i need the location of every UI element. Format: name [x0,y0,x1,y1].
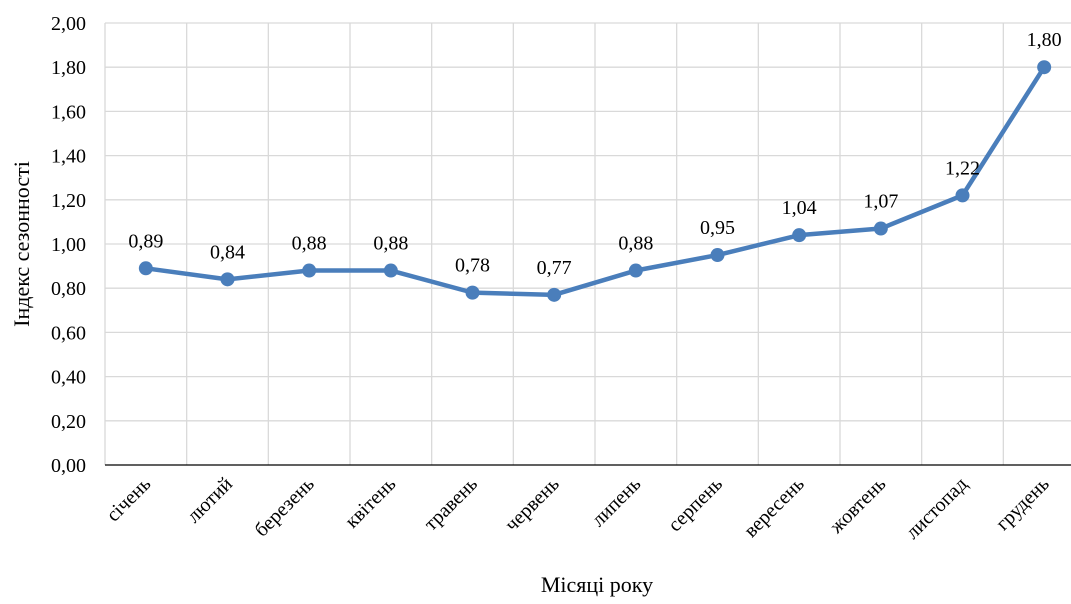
x-axis-title: Місяці року [541,572,653,597]
data-label: 0,88 [618,233,653,255]
x-axis-ticks: січень лютий березень квітень травень червень… [102,473,1054,544]
y-tick-label: 0,60 [51,322,86,344]
data-label: 0,95 [700,217,735,239]
y-tick-label: 0,40 [51,367,86,389]
data-label: 1,80 [1027,29,1062,51]
x-tick-label: березень [250,473,318,541]
grid [104,22,1071,465]
data-label: 0,89 [128,230,163,252]
x-tick-label: лютий [183,473,238,528]
data-label: 0,84 [210,241,245,263]
y-tick-label: 1,80 [51,57,86,79]
x-tick-label: вересень [740,473,809,542]
data-point [465,285,480,300]
data-label: 0,88 [292,233,327,255]
data-point [955,188,970,203]
x-tick-label: серпень [664,473,727,536]
y-tick-label: 2,00 [51,13,86,35]
y-tick-label: 0,80 [51,278,86,300]
x-tick-label: листопад [901,473,972,544]
series [138,60,1052,302]
x-tick-label: квітень [341,473,401,533]
data-point [547,287,562,302]
data-label: 0,77 [537,257,572,279]
x-tick-label: грудень [992,473,1054,535]
data-label: 0,78 [455,255,490,277]
data-point [302,263,317,278]
data-label: 1,22 [945,157,980,179]
data-point [873,221,888,236]
series-line [143,64,1047,298]
x-tick-label: жовтень [825,473,891,539]
y-tick-label: 1,20 [51,190,86,212]
data-point [383,263,398,278]
y-axis-title: Індекс сезонності [9,161,34,327]
data-point [1037,60,1052,75]
y-axis-ticks: 0,00 0,20 0,40 0,60 0,80 1,00 1,20 1,40 1,60 1,80… [51,13,86,477]
data-point [138,261,153,276]
data-point [220,272,235,287]
data-point [792,228,807,243]
y-tick-label: 1,60 [51,101,86,123]
x-tick-label: січень [102,473,155,526]
data-label: 1,07 [863,191,898,213]
data-point [628,263,643,278]
data-label: 0,88 [373,233,408,255]
y-tick-label: 1,40 [51,146,86,168]
data-labels: 0,89 0,84 0,88 0,88 0,78 0,77 0,88 0,95 1,04 1,07… [128,29,1061,279]
y-tick-label: 0,20 [51,411,86,433]
y-tick-label: 0,00 [51,455,86,477]
x-tick-label: червень [501,473,564,536]
data-point [710,248,725,263]
x-tick-label: липень [587,473,645,531]
y-tick-label: 1,00 [51,234,86,256]
x-tick-label: травень [420,473,482,535]
data-label: 1,04 [782,197,817,219]
